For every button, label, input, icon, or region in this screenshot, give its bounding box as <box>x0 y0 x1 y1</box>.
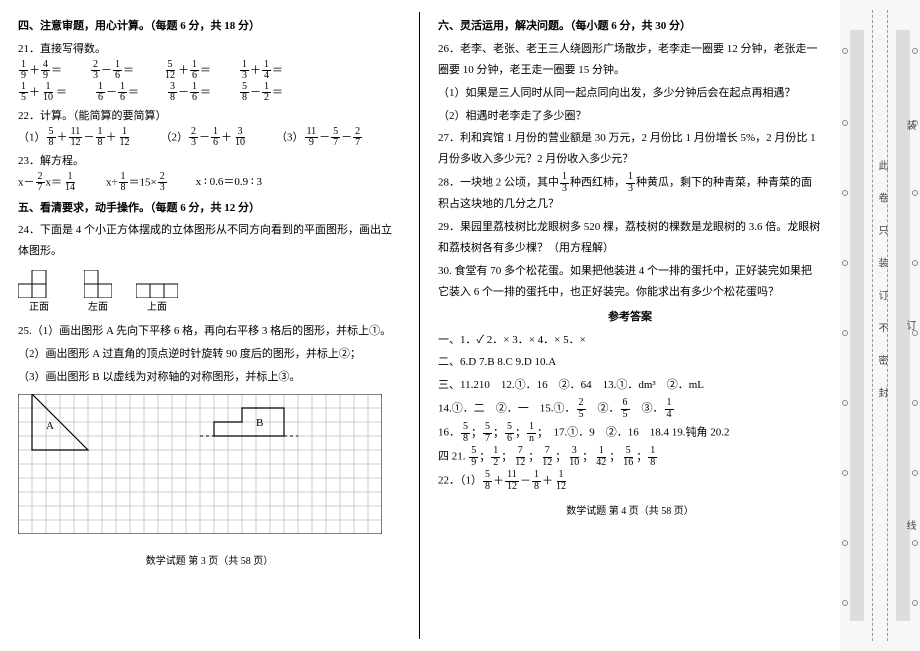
eq: 58－12＝ <box>239 82 283 104</box>
q25-2: （2）画出图形 A 过直角的顶点逆时针旋转 90 度后的图形，并标上②； <box>18 344 401 365</box>
q21-label: 21．直接写得数。 <box>18 39 401 60</box>
side-text: 此 卷 只 装 订 不 密 封 <box>874 160 889 408</box>
ans-3: 三、11.210 12.①．16 ②．64 13.①．dm³ ②．mL <box>438 375 822 396</box>
view-top: 上面 <box>136 270 178 317</box>
eq: 19＋49＝ <box>18 60 62 82</box>
q26a: 26．老李、老张、老王三人绕圆形广场散步，老李走一圈要 12 分钟，老张走一圈要… <box>438 39 822 81</box>
fold-mark: 订 <box>902 320 917 340</box>
q23-label: 23．解方程。 <box>18 151 401 172</box>
binding-hole-icon <box>842 260 848 266</box>
right-column: 六、灵活运用，解决问题。（每小题 6 分，共 30 分） 26．老李、老张、老王… <box>420 12 840 639</box>
q24: 24．下面是 4 个小正方体摆成的立体图形从不同方向看到的平面图形，画出立体图形… <box>18 220 401 262</box>
section-4-heading: 四、注意审题，用心计算。（每题 6 分，共 18 分） <box>18 16 401 37</box>
q23-2: x÷18＝15×23 <box>106 172 168 194</box>
eq: 512＋16＝ <box>162 60 211 82</box>
q28: 28．一块地 2 公顷，其中13种西红柿，13种黄瓜，剩下的种青菜，种青菜的面积… <box>438 172 822 215</box>
view-left: 左面 <box>84 270 112 317</box>
ans-16-19: 16．58；57；56；1n； 17.①．9 ②．16 18.4 19.钝角 2… <box>438 422 822 444</box>
section-5-heading: 五、看清要求，动手操作。（每题 6 分，共 12 分） <box>18 198 401 219</box>
ans-2: 二、6.D 7.B 8.C 9.D 10.A <box>438 352 822 373</box>
binding-hole-icon <box>842 470 848 476</box>
binding-hole-icon <box>912 260 918 266</box>
q30: 30. 食堂有 70 多个松花蛋。如果把他装进 4 个一排的蛋托中，正好装完如果… <box>438 261 822 303</box>
left-column: 四、注意审题，用心计算。（每题 6 分，共 18 分） 21．直接写得数。 19… <box>0 12 420 639</box>
binding-hole-icon <box>912 600 918 606</box>
svg-text:A: A <box>46 420 54 432</box>
eq: 13＋14＝ <box>239 60 283 82</box>
q21-row1: 19＋49＝ 23－16＝ 512＋16＝ 13＋14＝ <box>18 60 401 82</box>
binding-hole-icon <box>912 470 918 476</box>
q25-grid: AB <box>18 394 401 542</box>
svg-text:B: B <box>256 417 263 429</box>
q22-label: 22．计算。（能简算的要简算） <box>18 106 401 127</box>
q22-3: （3）119－57－27 <box>276 127 363 149</box>
binding-hole-icon <box>912 400 918 406</box>
binding-hole-icon <box>912 540 918 546</box>
eq: 16－16＝ <box>95 82 139 104</box>
page-footer-right: 数学试题 第 4 页（共 58 页） <box>438 502 822 521</box>
binding-hole-icon <box>842 400 848 406</box>
binding-hole-icon <box>912 190 918 196</box>
q25-1: 25.（1）画出图形 A 先向下平移 6 格，再向右平移 3 格后的图形，并标上… <box>18 321 401 342</box>
binding-hole-icon <box>842 120 848 126</box>
page-spread: 四、注意审题，用心计算。（每题 6 分，共 18 分） 21．直接写得数。 19… <box>0 0 840 651</box>
q22-2: （2）23－16＋310 <box>161 127 249 149</box>
side-bar-left <box>850 30 864 621</box>
q26b: （1）如果是三人同时从同一起点同向出发，多少分钟后会在起点再相遇？ <box>438 83 822 104</box>
q22-row: （1）58＋1112－18＋112 （2）23－16＋310 （3）119－57… <box>18 127 401 149</box>
dash-line <box>872 10 873 641</box>
binding-hole-icon <box>842 600 848 606</box>
binding-hole-icon <box>842 330 848 336</box>
binding-hole-icon <box>912 48 918 54</box>
ans-1: 一、1．✓ 2．× 3．× 4．× 5．× <box>438 330 822 351</box>
q23-1: x－27x＝114 <box>18 172 78 194</box>
q26c: （2）相遇时老李走了多少圈？ <box>438 106 822 127</box>
eq: 15＋110＝ <box>18 82 67 104</box>
ans-22: 22．（1）58＋1112－18＋112 <box>438 470 822 492</box>
q23-row: x－27x＝114 x÷18＝15×23 x ∶ 0.6＝0.9 ∶ 3 <box>18 172 401 194</box>
binding-hole-icon <box>842 190 848 196</box>
q25-3: （3）画出图形 B 以虚线为对称轴的对称图形，并标上③。 <box>18 367 401 388</box>
q29: 29．果园里荔枝树比龙眼树多 520 棵，荔枝树的棵数是龙眼树的 3.6 倍。龙… <box>438 217 822 259</box>
q24-views: 正面 左面 上面 <box>18 270 401 317</box>
q23-3: x ∶ 0.6＝0.9 ∶ 3 <box>196 172 262 194</box>
fold-mark: 线 <box>902 520 917 540</box>
q22-1: （1）58＋1112－18＋112 <box>18 127 133 149</box>
ans-21: 四 21. 59；12；712；712；310；142；516；18 <box>438 446 822 468</box>
fold-mark: 装 <box>902 120 917 140</box>
answers-title: 参考答案 <box>438 307 822 328</box>
binding-hole-icon <box>842 540 848 546</box>
eq: 23－16＝ <box>90 60 134 82</box>
eq: 38－16＝ <box>167 82 211 104</box>
page-footer-left: 数学试题 第 3 页（共 58 页） <box>18 552 401 571</box>
view-front: 正面 <box>18 270 60 317</box>
q27: 27．利和宾馆 1 月份的营业额是 30 万元，2 月份比 1 月份增长 5%，… <box>438 128 822 170</box>
binding-strip: 此 卷 只 装 订 不 密 封 装订线 <box>840 0 920 651</box>
q21-row2: 15＋110＝ 16－16＝ 38－16＝ 58－12＝ <box>18 82 401 104</box>
section-6-heading: 六、灵活运用，解决问题。（每小题 6 分，共 30 分） <box>438 16 822 37</box>
ans-14-15: 14.①．二 ②．一 15.①．25 ②．65 ③．14 <box>438 398 822 420</box>
binding-hole-icon <box>842 48 848 54</box>
